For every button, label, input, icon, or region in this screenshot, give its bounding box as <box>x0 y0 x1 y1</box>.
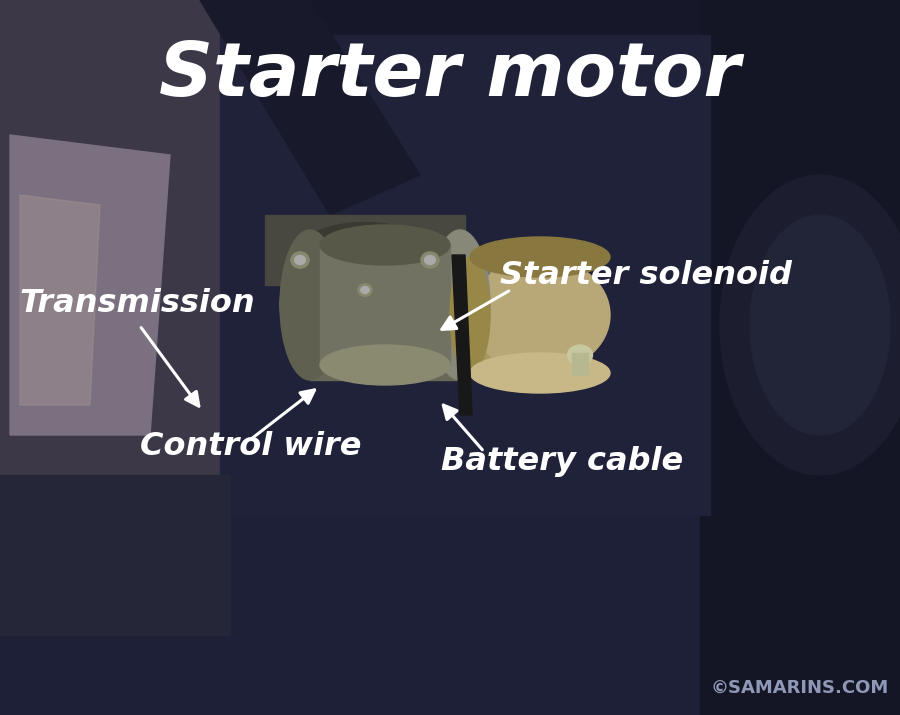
Ellipse shape <box>421 252 439 268</box>
Ellipse shape <box>358 284 372 296</box>
Text: Starter motor: Starter motor <box>159 39 741 112</box>
Ellipse shape <box>291 252 309 268</box>
Text: ©SAMARINS.COM: ©SAMARINS.COM <box>711 679 889 697</box>
Ellipse shape <box>320 345 450 385</box>
Ellipse shape <box>470 257 610 373</box>
Ellipse shape <box>750 215 890 435</box>
Polygon shape <box>200 0 420 215</box>
Bar <box>470 258 540 373</box>
Bar <box>0 475 230 635</box>
Text: Control wire: Control wire <box>140 431 361 463</box>
Bar <box>0 0 900 105</box>
Ellipse shape <box>568 345 592 365</box>
Ellipse shape <box>320 225 450 265</box>
Polygon shape <box>0 0 260 515</box>
Text: Transmission: Transmission <box>20 288 256 320</box>
Polygon shape <box>452 255 472 415</box>
Ellipse shape <box>294 255 305 265</box>
Ellipse shape <box>470 353 610 393</box>
Bar <box>320 245 450 365</box>
Bar <box>310 230 460 380</box>
Ellipse shape <box>450 257 490 373</box>
Polygon shape <box>250 0 720 155</box>
Bar <box>265 215 465 285</box>
Ellipse shape <box>280 230 340 380</box>
Ellipse shape <box>425 255 436 265</box>
Ellipse shape <box>300 222 430 277</box>
Ellipse shape <box>720 175 900 475</box>
Ellipse shape <box>280 230 500 380</box>
Bar <box>572 353 588 375</box>
Text: Starter solenoid: Starter solenoid <box>500 260 791 291</box>
Ellipse shape <box>470 237 610 277</box>
Polygon shape <box>0 0 200 155</box>
Bar <box>220 35 710 515</box>
Polygon shape <box>20 195 100 405</box>
Polygon shape <box>10 135 170 435</box>
Text: Battery cable: Battery cable <box>441 445 683 477</box>
Ellipse shape <box>430 230 490 380</box>
Bar <box>700 0 900 715</box>
Ellipse shape <box>361 287 369 293</box>
